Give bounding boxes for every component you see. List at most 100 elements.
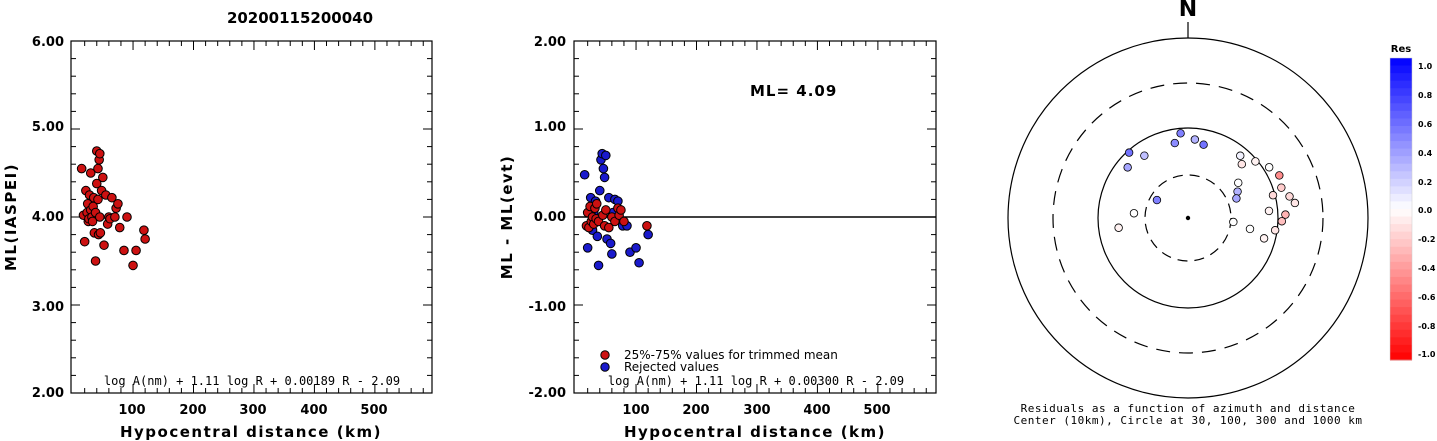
middle-points bbox=[579, 148, 653, 271]
colorbar-cell bbox=[1390, 178, 1412, 187]
left-formula: log A(nm) + 1.11 log R + 0.00189 R - 2.0… bbox=[104, 374, 400, 388]
colorbar-cell bbox=[1390, 141, 1412, 150]
polar-data-point bbox=[1251, 157, 1260, 166]
middle-xtick-label: 500 bbox=[863, 403, 890, 418]
colorbar-cell bbox=[1390, 95, 1412, 104]
left-xtick-label: 400 bbox=[300, 403, 327, 418]
colorbar-cell bbox=[1390, 148, 1412, 157]
colorbar-cell bbox=[1390, 65, 1412, 74]
polar-data-point bbox=[1114, 223, 1123, 232]
colorbar-cell bbox=[1390, 103, 1412, 112]
colorbar-tick: -0.4 bbox=[1418, 264, 1436, 273]
left-data-point bbox=[110, 212, 120, 222]
colorbar-cell bbox=[1390, 329, 1412, 338]
colorbar-cell bbox=[1390, 299, 1412, 308]
colorbar-cell bbox=[1390, 261, 1412, 270]
left-ylabel: ML(IASPEI) bbox=[2, 163, 20, 271]
left-xtick-label: 500 bbox=[360, 403, 387, 418]
colorbar-cell bbox=[1390, 254, 1412, 263]
colorbar-tick: 0.8 bbox=[1418, 91, 1433, 100]
colorbar-tick: 0.6 bbox=[1418, 120, 1433, 129]
north-label: N bbox=[1179, 0, 1197, 22]
ml-value-label: ML= 4.09 bbox=[750, 82, 837, 100]
polar-data-point bbox=[1129, 209, 1139, 218]
colorbar-cell bbox=[1390, 118, 1412, 127]
colorbar-cell bbox=[1390, 352, 1412, 361]
polar-data-point bbox=[1233, 187, 1242, 196]
colorbar-cell bbox=[1390, 193, 1412, 202]
polar-data-point bbox=[1270, 226, 1280, 235]
polar-caption-line1: Residuals as a function of azimuth and d… bbox=[1021, 402, 1356, 415]
colorbar-cell bbox=[1390, 156, 1412, 165]
left-data-point bbox=[95, 228, 106, 238]
middle-xtick-label: 400 bbox=[803, 403, 830, 418]
polar-data-point bbox=[1268, 191, 1278, 200]
middle-ytick-label: 1.00 bbox=[534, 120, 566, 135]
left-xtick-label: 300 bbox=[239, 403, 266, 418]
epicenter-marker bbox=[1185, 215, 1191, 221]
legend-trimmed-label: 25%-75% values for trimmed mean bbox=[624, 348, 838, 362]
polar-plot: N Residuals as a function of azimuth and… bbox=[1007, 0, 1369, 427]
polar-data-point bbox=[1277, 183, 1286, 192]
middle-ytick-label: 0.00 bbox=[534, 210, 566, 225]
left-ticks bbox=[71, 40, 432, 394]
legend-trimmed-marker bbox=[600, 350, 610, 360]
rejected-data-point bbox=[643, 229, 653, 240]
residual-colorbar: Res 1.0 0.8 0.6 0.4 0.2 0.0 -0.2 -0.4 -0… bbox=[1389, 44, 1436, 361]
left-data-point bbox=[128, 260, 138, 271]
colorbar-cell bbox=[1390, 73, 1412, 82]
middle-ytick-label: 2.00 bbox=[534, 35, 566, 50]
left-data-point bbox=[113, 199, 123, 209]
middle-xtick-label: 100 bbox=[622, 403, 649, 418]
rejected-data-point bbox=[605, 238, 616, 249]
rejected-data-point bbox=[593, 260, 604, 271]
polar-data-point bbox=[1234, 178, 1243, 188]
rejected-data-point bbox=[631, 243, 641, 253]
left-ytick-label: 6.00 bbox=[32, 35, 64, 50]
middle-ylabel: ML - ML(evt) bbox=[498, 155, 516, 279]
colorbar-cell bbox=[1390, 110, 1412, 119]
colorbar-cell bbox=[1390, 314, 1412, 323]
left-ytick-label: 3.00 bbox=[32, 300, 64, 315]
colorbar-cell bbox=[1390, 171, 1412, 180]
trimmed-data-point bbox=[616, 205, 626, 215]
rejected-data-point bbox=[579, 169, 590, 180]
polar-data-point bbox=[1176, 129, 1185, 138]
legend-rejected-label: Rejected values bbox=[624, 360, 719, 374]
left-data-point bbox=[119, 245, 129, 256]
colorbar-title: Res bbox=[1391, 44, 1411, 55]
polar-data-point bbox=[1124, 148, 1134, 157]
polar-data-point bbox=[1245, 224, 1255, 234]
colorbar-cell bbox=[1390, 186, 1412, 195]
colorbar-cell bbox=[1390, 125, 1412, 134]
left-points bbox=[76, 146, 150, 271]
rejected-data-point bbox=[594, 185, 605, 196]
rejected-data-point bbox=[601, 150, 611, 161]
polar-data-point bbox=[1170, 138, 1179, 148]
colorbar-tick: 0.2 bbox=[1418, 178, 1432, 187]
left-data-point bbox=[76, 163, 87, 174]
left-data-point bbox=[93, 194, 103, 205]
left-data-point bbox=[99, 240, 109, 250]
polar-caption-line2: Center (10km), Circle at 30, 100, 300 an… bbox=[1013, 414, 1362, 427]
left-data-point bbox=[122, 212, 132, 222]
left-data-point bbox=[85, 168, 96, 178]
colorbar-tick: -1.0 bbox=[1418, 350, 1436, 359]
polar-data-point bbox=[1123, 163, 1132, 172]
polar-data-point bbox=[1290, 198, 1300, 208]
middle-ticks bbox=[574, 40, 936, 394]
legend-rejected-marker bbox=[600, 362, 610, 372]
colorbar-cell bbox=[1390, 284, 1412, 293]
left-data-point bbox=[114, 222, 125, 233]
ring-100km bbox=[1097, 127, 1279, 309]
rejected-data-point bbox=[599, 172, 610, 183]
polar-data-point bbox=[1275, 171, 1284, 180]
middle-xlabel: Hypocentral distance (km) bbox=[624, 423, 886, 441]
left-ytick-label: 2.00 bbox=[32, 386, 64, 401]
polar-data-point bbox=[1264, 163, 1274, 172]
colorbar-tick: 0.4 bbox=[1418, 149, 1433, 158]
colorbar-cell bbox=[1390, 201, 1412, 210]
polar-data-point bbox=[1259, 234, 1269, 243]
colorbar-cell bbox=[1390, 163, 1412, 172]
